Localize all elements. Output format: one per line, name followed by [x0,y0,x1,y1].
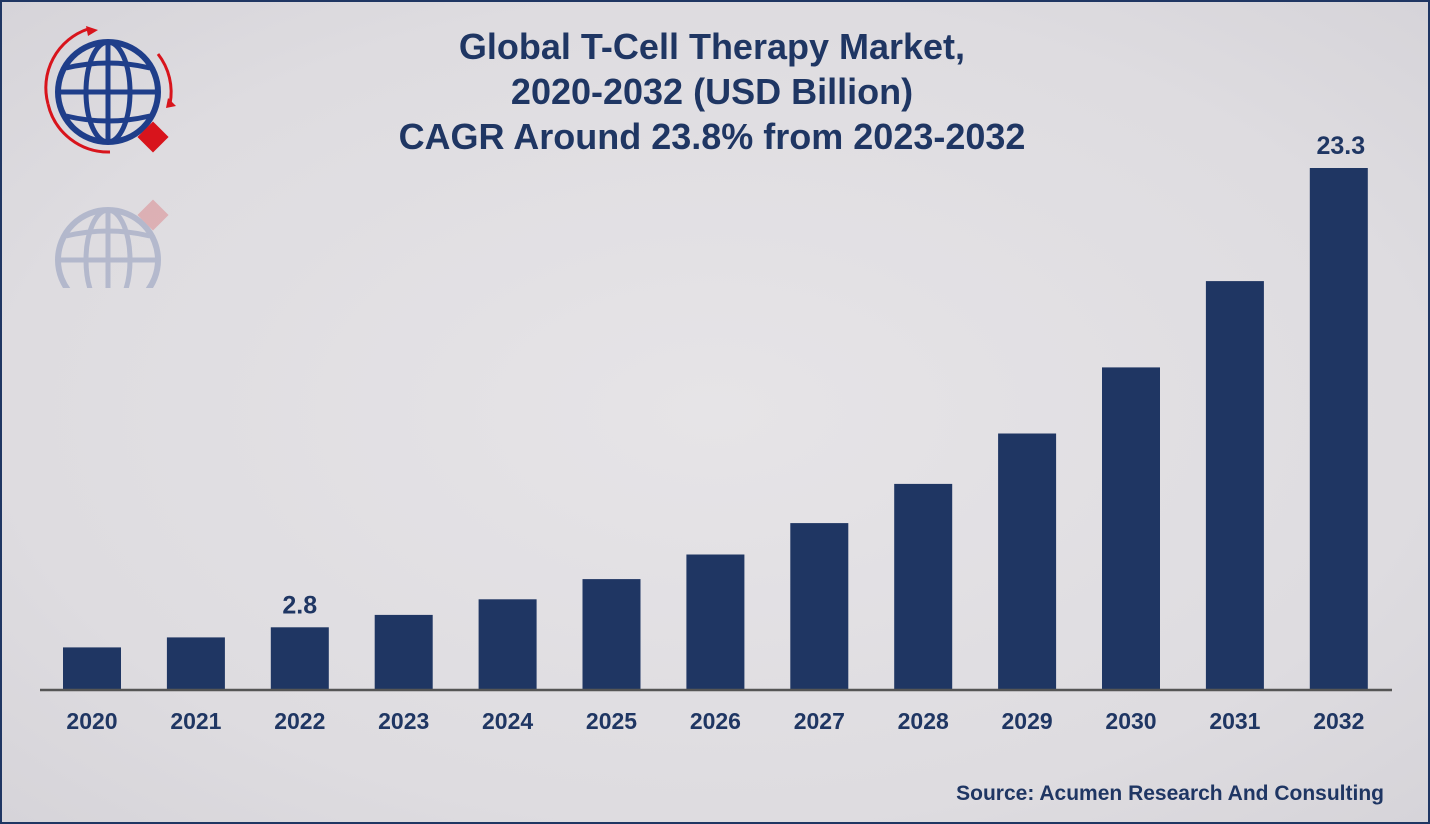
x-tick-label-2029: 2029 [1002,708,1053,734]
globe-logo-icon [44,26,176,154]
bar-2030 [1102,367,1160,690]
bar-2022 [270,627,329,690]
bar-2025 [582,579,641,690]
x-tick-label-2030: 2030 [1105,708,1156,734]
x-tick-label-2020: 2020 [66,708,117,734]
chart-title-line-3: CAGR Around 23.8% from 2023-2032 [398,116,1026,157]
bar-2020 [63,647,121,690]
bar-2029 [998,433,1057,690]
bar-chart: 2020 2021 2022 2023 2024 2025 2026 2027 2028 2029… [40,132,1392,734]
chart-title-line-1: Global T-Cell Therapy Market, [458,26,966,67]
x-tick-label-2021: 2021 [170,708,221,734]
globe-logo-reflection-icon [55,199,169,288]
x-tick-label-2023: 2023 [378,708,429,734]
x-tick-label-2026: 2026 [690,708,741,734]
data-label-2022: 2.8 [282,591,317,619]
bar-2026 [686,554,745,690]
bar-2027 [790,523,849,690]
x-tick-label-2031: 2031 [1209,708,1260,734]
bar-2028 [894,483,953,690]
x-tick-label-2024: 2024 [482,708,533,734]
bar-2032 [1309,168,1368,690]
x-tick-label-2022: 2022 [274,708,325,734]
bar-2021 [166,637,225,690]
bar-2023 [374,614,433,690]
x-tick-label-2028: 2028 [898,708,949,734]
data-label-2032: 23.3 [1316,132,1365,160]
source-note: Source: Acumen Research And Consulting [956,782,1384,805]
bar-2024 [478,599,537,690]
bar-2031 [1205,281,1264,690]
chart-title-line-2: 2020-2032 (USD Billion) [510,71,914,112]
chart-title: Global T-Cell Therapy Market, 2020-2032 … [312,24,1112,159]
x-tick-label-2027: 2027 [794,708,845,734]
x-tick-label-2025: 2025 [586,708,637,734]
x-tick-label-2032: 2032 [1313,708,1364,734]
